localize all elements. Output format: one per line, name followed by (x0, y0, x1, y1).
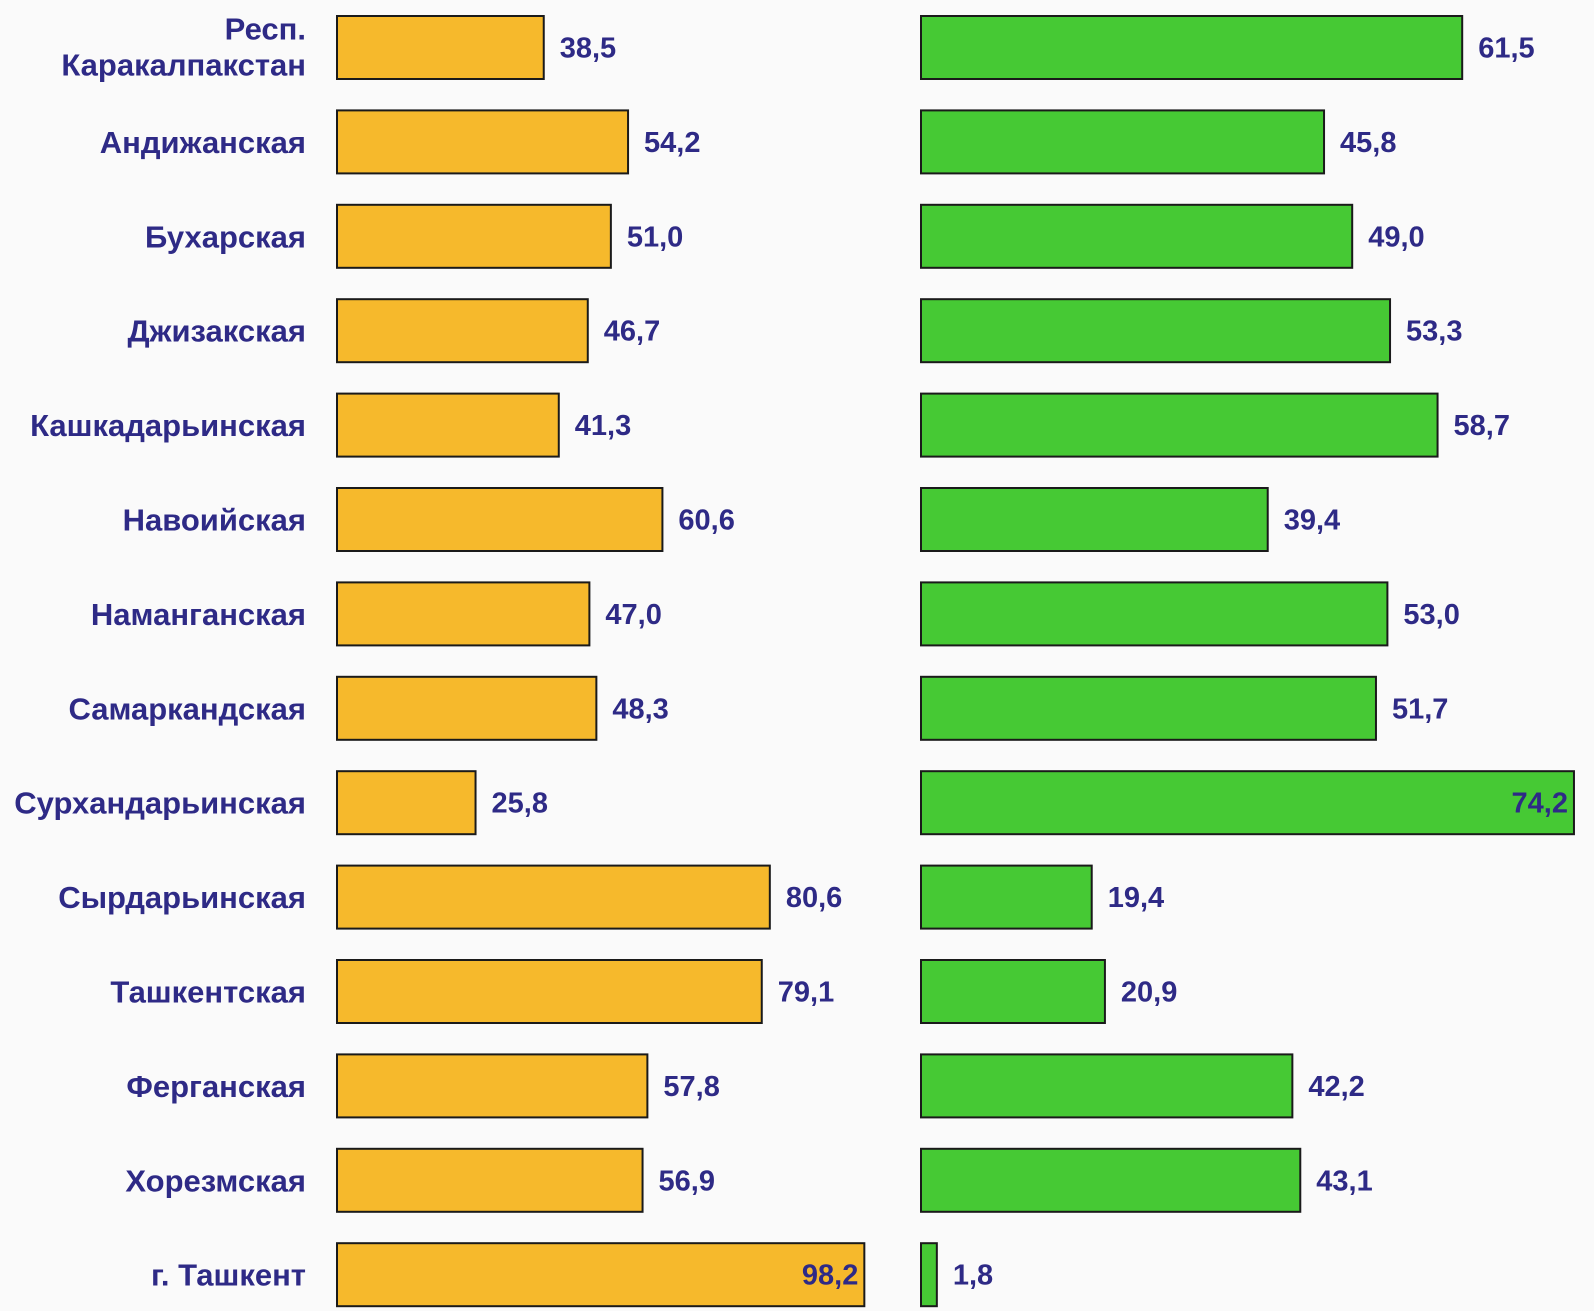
data-label: 25,8 (492, 788, 548, 820)
bar (920, 959, 1106, 1024)
bar (336, 1147, 644, 1213)
data-label: 1,8 (953, 1260, 993, 1292)
data-label: 60,6 (678, 505, 734, 537)
category-label-line: г. Ташкент (151, 1258, 306, 1293)
bar (920, 1242, 938, 1308)
data-label: 39,4 (1284, 505, 1340, 537)
series-1-bars: 38,5 54,2 51,0 46,7 41,3 60,6 47,0 48,3 25,8 80,6… (336, 15, 866, 1308)
bar (336, 487, 664, 552)
category-label-line: Сырдарьинская (58, 880, 306, 915)
bar (920, 487, 1269, 552)
data-label: 98,2 (802, 1260, 858, 1292)
category-label: Кашкадарьинская (30, 408, 306, 443)
bar (920, 675, 1377, 741)
bar (920, 15, 1464, 80)
category-labels: Респ. Каракалпакстан Андижанская Бухарская Д… (14, 12, 306, 1293)
bar (336, 109, 630, 175)
data-label: 58,7 (1454, 410, 1510, 442)
category-label-line: Ташкентская (110, 975, 306, 1010)
data-label: 51,7 (1392, 693, 1448, 725)
bar (920, 109, 1326, 175)
bar (336, 864, 771, 930)
bar (336, 770, 477, 836)
series-2-bars: 61,5 45,8 49,0 53,3 58,7 39,4 53,0 51,7 74,2 19,4… (920, 15, 1575, 1308)
data-label: 74,2 (1512, 788, 1568, 820)
category-label: Бухарская (145, 219, 306, 254)
data-label: 53,0 (1403, 599, 1459, 631)
category-label-line: Наманганская (91, 597, 306, 632)
data-label: 20,9 (1121, 977, 1177, 1009)
category-label-line: Респ. (225, 12, 306, 47)
bar (336, 15, 545, 80)
bar (920, 770, 1575, 836)
bar (336, 959, 763, 1024)
data-label: 49,0 (1368, 221, 1424, 253)
bar (920, 392, 1439, 458)
data-label: 19,4 (1108, 882, 1164, 914)
category-label-line: Каракалпакстан (61, 48, 306, 83)
bar (336, 392, 560, 458)
category-label-line: Хорезмская (125, 1163, 306, 1198)
category-label-line: Навоийская (123, 503, 306, 538)
data-label: 42,2 (1308, 1071, 1364, 1103)
bar (336, 298, 589, 364)
bar (920, 203, 1354, 269)
category-label-line: Кашкадарьинская (30, 408, 306, 443)
bar (336, 1053, 649, 1119)
bar (336, 581, 591, 647)
category-label: Сурхандарьинская (14, 786, 306, 821)
category-label-line: Сурхандарьинская (14, 786, 306, 821)
category-label: Сырдарьинская (58, 880, 306, 915)
category-label: Джизакская (127, 314, 306, 349)
bar (920, 581, 1389, 647)
bar (920, 298, 1392, 364)
data-label: 79,1 (778, 977, 834, 1009)
bar (920, 1053, 1294, 1119)
category-label-line: Самаркандская (68, 691, 306, 726)
data-label: 80,6 (786, 882, 842, 914)
category-label-line: Андижанская (100, 125, 306, 160)
bar (920, 1147, 1302, 1213)
data-label: 51,0 (627, 221, 683, 253)
data-label: 46,7 (604, 316, 660, 348)
data-label: 43,1 (1316, 1165, 1372, 1197)
data-label: 57,8 (663, 1071, 719, 1103)
bar (336, 1242, 866, 1308)
category-label-line: Бухарская (145, 219, 306, 254)
data-label: 41,3 (575, 410, 631, 442)
bar (336, 675, 598, 741)
category-label-line: Джизакская (127, 314, 306, 349)
category-label: Наманганская (91, 597, 306, 632)
data-label: 56,9 (659, 1165, 715, 1197)
data-label: 61,5 (1478, 33, 1534, 65)
bar (336, 203, 612, 269)
category-label: Ташкентская (110, 975, 306, 1010)
bar (920, 864, 1093, 930)
category-label: Андижанская (100, 125, 306, 160)
category-label-line: Ферганская (126, 1069, 306, 1104)
category-label: Навоийская (123, 503, 306, 538)
category-label: Самаркандская (68, 691, 306, 726)
category-label: Хорезмская (125, 1163, 306, 1198)
data-label: 47,0 (605, 599, 661, 631)
category-label: Ферганская (126, 1069, 306, 1104)
data-label: 48,3 (612, 693, 668, 725)
data-label: 38,5 (560, 33, 616, 65)
category-label: Респ. Каракалпакстан (61, 12, 306, 83)
data-label: 54,2 (644, 127, 700, 159)
data-label: 53,3 (1406, 316, 1462, 348)
category-label: г. Ташкент (151, 1258, 306, 1293)
data-label: 45,8 (1340, 127, 1396, 159)
